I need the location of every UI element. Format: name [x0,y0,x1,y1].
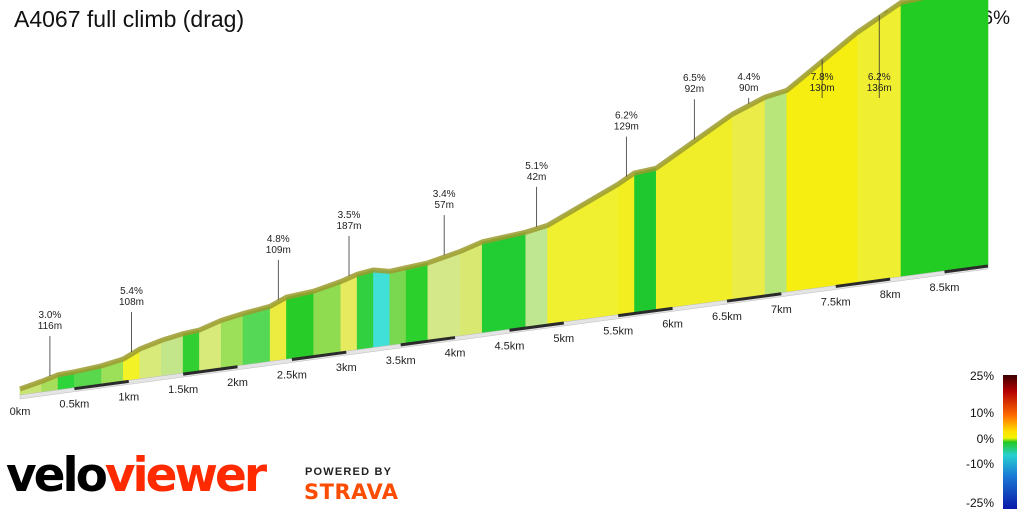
profile-segment [764,90,788,296]
distance-ticks: 0km 0.5km 1km 1.5km 2km 2.5km 3km 3.5km 4km 4.5km… [10,264,989,418]
profile-segment [313,281,342,356]
scale-label: 10% [969,406,994,420]
callout-length: 187m [337,221,362,232]
x-tick-label: 6.5km [712,311,742,323]
profile-segment [356,269,374,351]
callout-gradient: 3.0% [39,310,62,321]
profile-top-edge-line [19,0,925,392]
x-tick-label: 1km [118,391,139,403]
x-tick-label: 6km [662,318,683,330]
callout-gradient: 7.8% [811,72,834,83]
callout-gradient: 4.8% [267,234,290,245]
callout-length: 116m [38,321,62,332]
km-dash [835,277,891,288]
profile-segment [242,305,271,366]
scale-label: 0% [976,432,994,446]
profile-segment [405,262,429,344]
callout-length: 136m [867,83,892,94]
x-tick-label: 3.5km [386,355,416,367]
callout-gradient: 3.4% [433,189,456,200]
km-dash [618,306,673,318]
gradient-color-scale [1003,375,1017,509]
scale-label: -10% [965,457,994,471]
strava-logo: STRAVA [304,480,399,504]
profile-segment [900,0,989,278]
callout-gradient: 3.5% [338,210,361,221]
km-dash [509,321,565,332]
profile-segment [340,273,358,353]
scale-label: 25% [969,369,994,383]
gradient-callouts: 3.0%116m 5.4%108m 4.8%109m 3.5%187m 3.4%57m 5… [38,15,892,377]
profile-segment [182,329,200,374]
km-dash [291,350,347,361]
x-tick-label: 2km [227,377,248,389]
x-tick-label: 7.5km [821,296,851,308]
x-tick-label: 5.5km [603,326,633,338]
callout-gradient: 4.4% [737,72,760,83]
page-title: A4067 full climb (drag) [14,6,245,32]
profile-segment [525,225,548,328]
callout-gradient: 6.5% [683,73,706,84]
profile-segment [286,290,314,360]
callout-length: 130m [810,83,835,94]
x-tick-label: 4km [445,348,466,360]
profile-segment [634,167,657,313]
profile-segment [389,267,407,346]
km-dash [74,379,129,391]
profile-segment [617,172,635,316]
callout-length: 92m [685,84,704,95]
profile-segment [481,231,527,334]
callout-length: 109m [266,245,291,256]
callout-length: 57m [434,200,453,211]
km-dash [182,365,238,376]
veloviewer-logo: veloviewer [6,452,267,499]
callout-length: 42m [527,172,546,183]
x-tick-label: 4.5km [494,340,524,352]
km-dash [944,264,989,274]
callout-gradient: 6.2% [615,111,638,122]
callout-length: 108m [119,297,144,308]
callout-gradient: 5.4% [120,286,143,297]
callout-length: 129m [614,122,639,133]
callout-gradient: 5.1% [525,161,548,172]
profile-segment [460,241,483,337]
x-tick-label: 0km [10,406,31,418]
profile-segment [732,96,766,300]
profile-segments [19,0,989,396]
callout-length: 90m [739,83,758,94]
x-tick-label: 8.5km [930,282,960,294]
profile-top-edge [19,0,925,392]
profile-segment [373,269,391,348]
x-tick-label: 5km [553,333,574,345]
profile-segment [427,250,461,341]
x-tick-label: 8km [880,289,901,301]
x-tick-label: 1.5km [168,384,198,396]
logo-viewer: viewer [104,448,267,503]
powered-by-text: POWERED BY [305,466,393,478]
x-tick-label: 7km [771,304,792,316]
logo-velo: velo [6,448,108,503]
km-dash [726,292,782,303]
callout-gradient: 6.2% [868,72,891,83]
km-dash [400,336,456,347]
x-tick-label: 3km [336,362,357,374]
x-tick-label: 0.5km [59,399,89,411]
x-tick-label: 2.5km [277,369,307,381]
scale-label: -25% [965,496,994,510]
